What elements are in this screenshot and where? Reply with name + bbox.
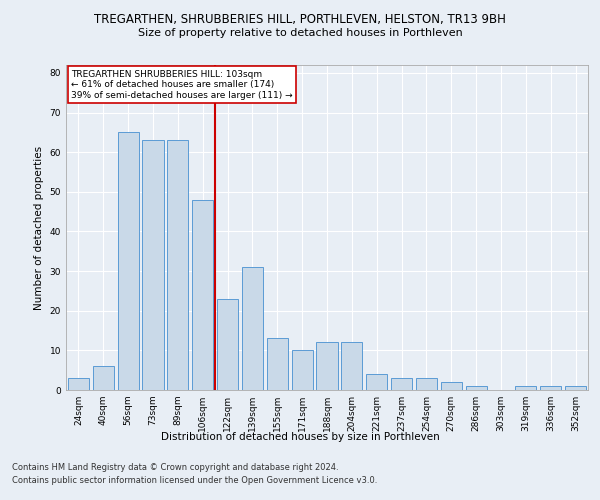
Bar [292,350,313,390]
Text: Distribution of detached houses by size in Porthleven: Distribution of detached houses by size … [161,432,439,442]
Bar [441,382,462,390]
Bar [192,200,213,390]
Text: TREGARTHEN, SHRUBBERIES HILL, PORTHLEVEN, HELSTON, TR13 9BH: TREGARTHEN, SHRUBBERIES HILL, PORTHLEVEN… [94,12,506,26]
Bar [466,386,487,390]
Bar [341,342,362,390]
Y-axis label: Number of detached properties: Number of detached properties [34,146,44,310]
Bar [366,374,387,390]
Bar [316,342,338,390]
Bar [565,386,586,390]
Bar [142,140,164,390]
Bar [267,338,288,390]
Bar [242,267,263,390]
Bar [93,366,114,390]
Bar [118,132,139,390]
Text: Contains public sector information licensed under the Open Government Licence v3: Contains public sector information licen… [12,476,377,485]
Text: TREGARTHEN SHRUBBERIES HILL: 103sqm
← 61% of detached houses are smaller (174)
3: TREGARTHEN SHRUBBERIES HILL: 103sqm ← 61… [71,70,293,100]
Bar [540,386,561,390]
Bar [416,378,437,390]
Text: Size of property relative to detached houses in Porthleven: Size of property relative to detached ho… [137,28,463,38]
Bar [167,140,188,390]
Bar [515,386,536,390]
Bar [391,378,412,390]
Bar [217,299,238,390]
Bar [68,378,89,390]
Text: Contains HM Land Registry data © Crown copyright and database right 2024.: Contains HM Land Registry data © Crown c… [12,462,338,471]
